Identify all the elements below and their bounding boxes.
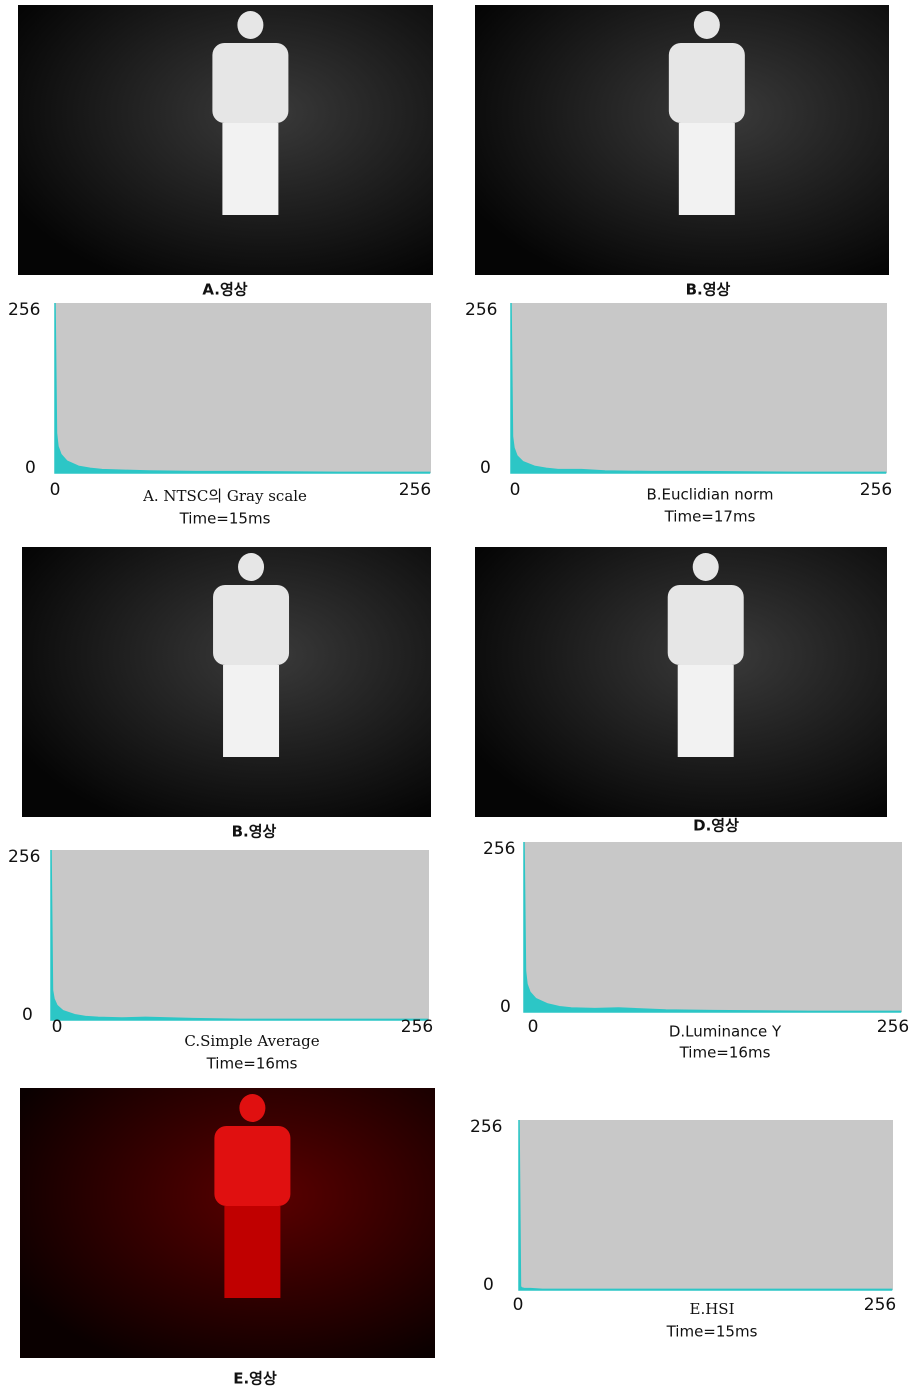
x-tick-label: 0	[510, 480, 521, 500]
person-head	[238, 553, 264, 581]
x-tick-label: 0	[52, 1017, 63, 1037]
plot-area	[524, 842, 902, 1012]
person-legs	[679, 123, 735, 215]
chart-caption: C.Simple Average	[184, 1032, 319, 1050]
y-tick-label: 0	[25, 458, 36, 478]
image-caption: B.영상	[686, 281, 731, 299]
y-tick-label: 0	[22, 1005, 33, 1025]
person-head	[694, 11, 720, 39]
chart-time: Time=16ms	[206, 1055, 298, 1073]
y-tick-label: 0	[483, 1275, 494, 1295]
person-legs	[223, 665, 279, 757]
x-tick-label: 256	[864, 1295, 896, 1315]
person-body	[669, 43, 745, 123]
person-legs	[678, 665, 734, 757]
plot-area	[55, 303, 431, 473]
chart-time: Time=15ms	[179, 510, 271, 528]
image-caption: A.영상	[202, 281, 247, 299]
y-tick-label: 256	[470, 1117, 502, 1137]
x-tick-label: 256	[877, 1017, 909, 1037]
chart-caption: D.Luminance Y	[669, 1023, 782, 1041]
x-tick-label: 256	[399, 480, 431, 500]
chart-time: Time=17ms	[664, 508, 756, 526]
chart-caption: A. NTSC의 Gray scale	[142, 487, 307, 505]
person-legs	[224, 1206, 280, 1298]
figure: A.영상 B.영상 B.영상 D.영상 E.영상 0 256 0 256 A. NTSC의 Gra…	[0, 0, 923, 1392]
person-head	[239, 1094, 265, 1122]
image-caption: D.영상	[693, 817, 739, 835]
image-caption: B.영상	[232, 823, 277, 841]
x-tick-label: 0	[50, 480, 61, 500]
y-tick-label: 0	[480, 458, 491, 478]
chart-time: Time=16ms	[679, 1044, 771, 1062]
plot-area	[519, 1120, 893, 1290]
plot-area	[51, 850, 429, 1020]
person-legs	[222, 123, 278, 215]
plot-area	[511, 303, 887, 473]
y-tick-label: 256	[465, 300, 497, 320]
x-tick-label: 0	[528, 1017, 539, 1037]
person-head	[693, 553, 719, 581]
person-body	[214, 1126, 290, 1206]
y-tick-label: 256	[483, 839, 515, 859]
chart-time: Time=15ms	[666, 1323, 758, 1341]
x-tick-label: 256	[860, 480, 892, 500]
y-tick-label: 256	[8, 300, 40, 320]
canvas: A.영상 B.영상 B.영상 D.영상 E.영상 0 256 0 256 A. NTSC의 Gra…	[0, 0, 923, 1392]
x-tick-label: 0	[513, 1295, 524, 1315]
y-tick-label: 256	[8, 847, 40, 867]
person-body	[213, 585, 289, 665]
person-head	[237, 11, 263, 39]
chart-caption: B.Euclidian norm	[647, 486, 774, 504]
person-body	[212, 43, 288, 123]
person-body	[668, 585, 744, 665]
x-tick-label: 256	[401, 1017, 433, 1037]
y-tick-label: 0	[500, 997, 511, 1017]
chart-caption: E.HSI	[690, 1300, 735, 1318]
image-caption: E.영상	[233, 1370, 277, 1388]
